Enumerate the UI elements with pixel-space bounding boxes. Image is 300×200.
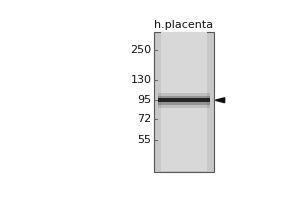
- Text: h.placenta: h.placenta: [154, 20, 214, 30]
- Text: 55: 55: [137, 135, 152, 145]
- Bar: [161, 32, 207, 171]
- Polygon shape: [215, 98, 225, 103]
- Bar: [154, 32, 214, 172]
- Bar: [158, 96, 210, 105]
- Text: 250: 250: [130, 45, 152, 55]
- Text: 72: 72: [137, 114, 152, 124]
- Bar: [158, 93, 210, 108]
- Text: 130: 130: [130, 75, 152, 85]
- Bar: [158, 98, 210, 102]
- Text: 95: 95: [137, 95, 152, 105]
